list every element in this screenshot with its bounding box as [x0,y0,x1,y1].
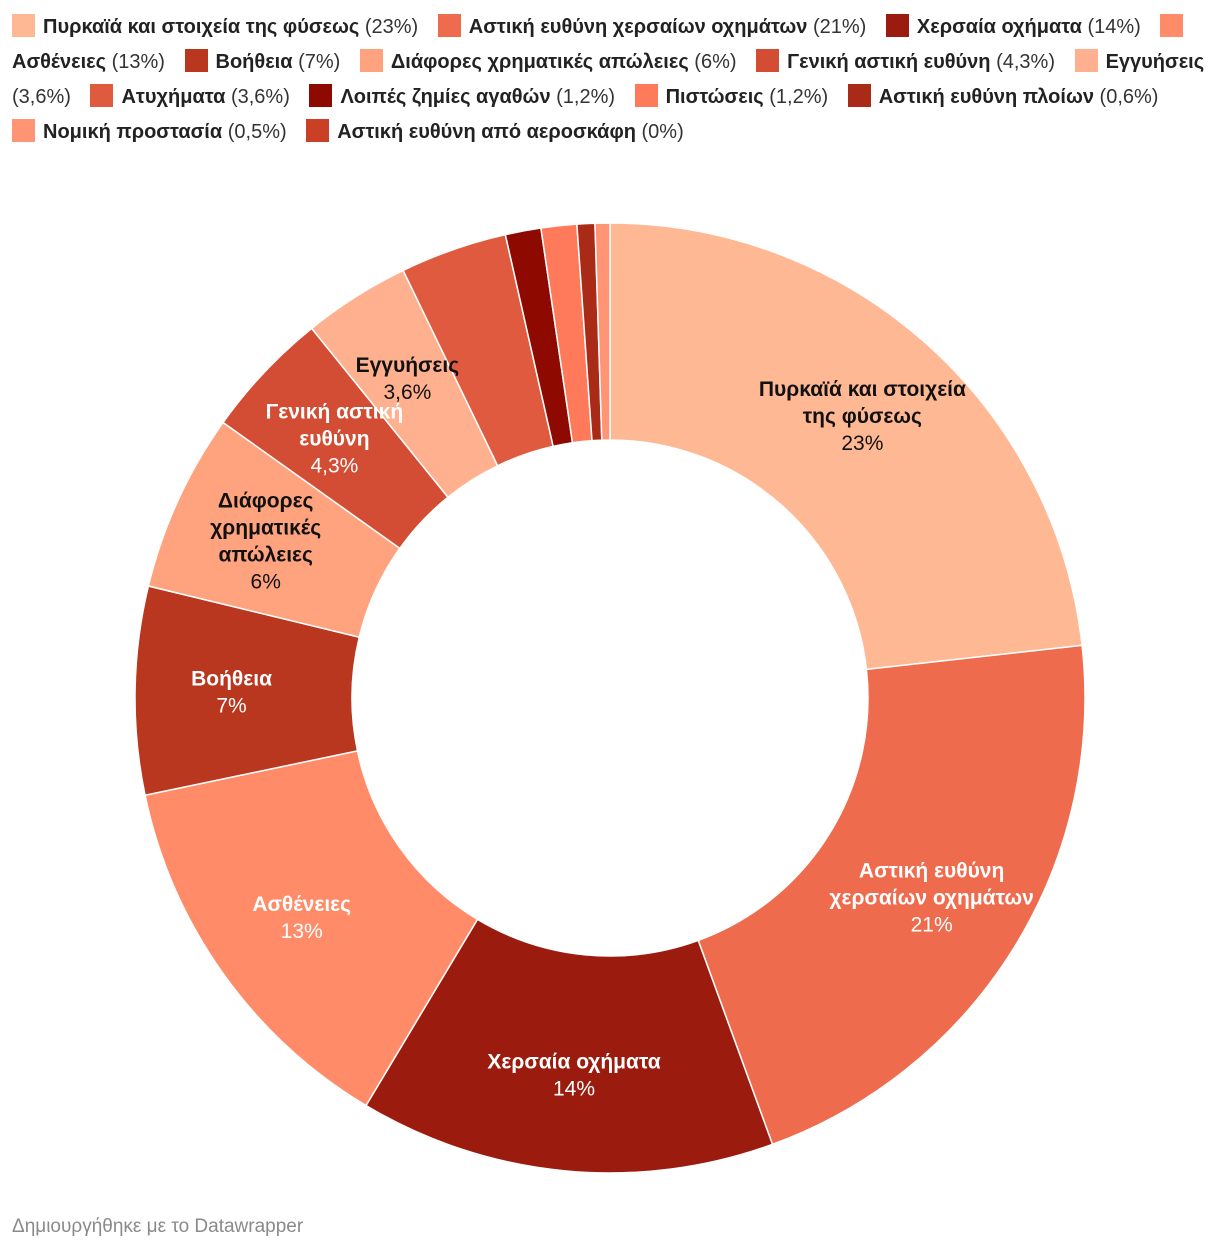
legend-label: Νομική προστασία [43,121,223,143]
slice-label-name: χρηματικές [210,516,321,539]
legend-item: Αστική ευθύνη από αεροσκάφη (0%) [306,119,684,143]
slice-label: Εγγυήσεις 3,6% [356,354,460,404]
slice-label-name: Πυρκαϊά και στοιχεία [759,378,966,401]
legend-label: Διάφορες χρηματικές απώλειες [390,51,689,73]
legend-value: (13%) [106,51,165,73]
slice-label-name: Εγγυήσεις [356,354,460,377]
slice-label-name: Διάφορες [218,489,314,512]
legend-label: Εγγυήσεις [1105,51,1205,73]
slice-label-name: της φύσεως [803,405,922,428]
legend-label: Αστική ευθύνη πλοίων [878,86,1094,108]
slice-label-name: Χερσαία οχήματα [487,1050,660,1073]
donut-slice [144,749,479,1107]
legend-label: Ασθένειες [12,51,107,73]
slice-label-value: 23% [841,432,883,455]
legend-label: Λοιπές ζημίες αγαθών [340,86,551,108]
slice-label-value: 6% [251,570,281,593]
slice-label-value: 14% [553,1077,595,1100]
legend-swatch [634,84,658,107]
legend-value: (1,2%) [763,86,829,108]
slice-label-name: Βοήθεια [191,667,272,690]
slice-label: Βοήθεια 7% [191,667,272,717]
donut-chart: Πυρκαϊά και στοιχεία της φύσεως 23% Αστική … [134,222,1086,1174]
slice-label-name: ευθύνη [299,428,369,451]
legend-value: (3,6%) [12,86,71,108]
legend-value: (1,2%) [550,86,616,108]
slice-label-value: 21% [911,914,953,937]
donut-slice [594,222,611,441]
legend-value: (0,6%) [1093,86,1159,108]
legend-value: (21%) [807,16,867,38]
legend-item: Αστική ευθύνη πλοίων (0,6%) [847,84,1159,108]
slice-label: Χερσαία οχήματα 14% [487,1050,660,1100]
legend-item: Πυρκαϊά και στοιχεία της φύσεως (23%) [12,14,419,38]
legend-item: Ατυχήματα (3,6%) [90,84,290,108]
legend-value: (4,3%) [990,51,1055,73]
legend-swatch [756,49,780,72]
legend-item: Βοήθεια (7%) [184,49,341,73]
legend-swatch [1074,49,1098,72]
legend-label: Ατυχήματα [121,86,226,108]
slice-label-name: χερσαίων οχημάτων [829,887,1033,910]
legend-swatch [847,84,871,107]
legend-item: Νομική προστασία (0,5%) [12,119,287,143]
legend-item: Διάφορες χρηματικές απώλειες (6%) [359,49,737,73]
donut-slice [697,644,1086,1146]
legend-value: (6%) [688,51,737,73]
slice-label-name: Γενική αστική [266,401,404,424]
slice-label: Πυρκαϊά και στοιχεία της φύσεως 23% [759,378,966,455]
legend-swatch [1160,14,1184,37]
legend-label: Αστική ευθύνη από αεροσκάφη [337,121,636,143]
legend-item: Χερσαία οχήματα (14%) [885,14,1141,38]
legend-swatch [90,84,114,107]
slice-label: Διάφορες χρηματικές απώλειες 6% [210,489,321,593]
slice-label-name: απώλειες [218,543,313,566]
legend-swatch [12,14,35,37]
legend-value: (23%) [359,16,419,38]
legend-value: (3,6%) [225,86,290,108]
legend-label: Πυρκαϊά και στοιχεία της φύσεως [43,16,360,38]
legend-value: (0,5%) [222,121,287,143]
slice-label: Ασθένειες 13% [252,893,351,943]
legend-swatch [437,14,461,37]
legend-item: Αστική ευθύνη χερσαίων οχημάτων (21%) [437,14,867,38]
legend-item: Ασθένειες (13%) [12,14,1191,73]
legend-item: Πιστώσεις (1,2%) [634,84,829,108]
legend-swatch [359,49,383,72]
legend-label: Χερσαία οχήματα [916,16,1082,38]
legend-label: Βοήθεια [215,51,293,73]
slice-label-value: 13% [281,920,323,943]
legend-value: (0%) [635,121,684,143]
slice-label-value: 7% [216,694,246,717]
slice-label-name: Αστική ευθύνη [859,860,1004,883]
legend-value: (7%) [292,51,341,73]
legend-swatch [184,49,208,72]
legend-label: Πιστώσεις [665,86,764,108]
slice-label: Αστική ευθύνη χερσαίων οχημάτων 21% [829,860,1033,937]
legend-item: Εγγυήσεις (3,6%) [12,49,1205,108]
donut-slice [609,222,1083,671]
credit-text: Δημιουργήθηκε με το Datawrapper [12,1216,304,1237]
legend-label: Γενική αστική ευθύνη [787,51,991,73]
donut-slice [364,918,774,1174]
legend-value: (14%) [1081,16,1141,38]
legend-swatch [306,119,330,142]
slice-label-name: Ασθένειες [252,893,351,916]
legend-item: Γενική αστική ευθύνη (4,3%) [756,49,1055,73]
slice-label-value: 4,3% [310,455,358,478]
chart-legend: Πυρκαϊά και στοιχεία της φύσεως (23%) Ασ… [12,10,1208,150]
slice-label: Γενική αστική ευθύνη 4,3% [266,401,404,478]
legend-label: Αστική ευθύνη χερσαίων οχημάτων [468,16,808,38]
legend-swatch [885,14,909,37]
slice-label-value: 3,6% [383,381,431,404]
legend-swatch [12,119,35,142]
legend-swatch [309,84,333,107]
legend-item: Λοιπές ζημίες αγαθών (1,2%) [309,84,616,108]
